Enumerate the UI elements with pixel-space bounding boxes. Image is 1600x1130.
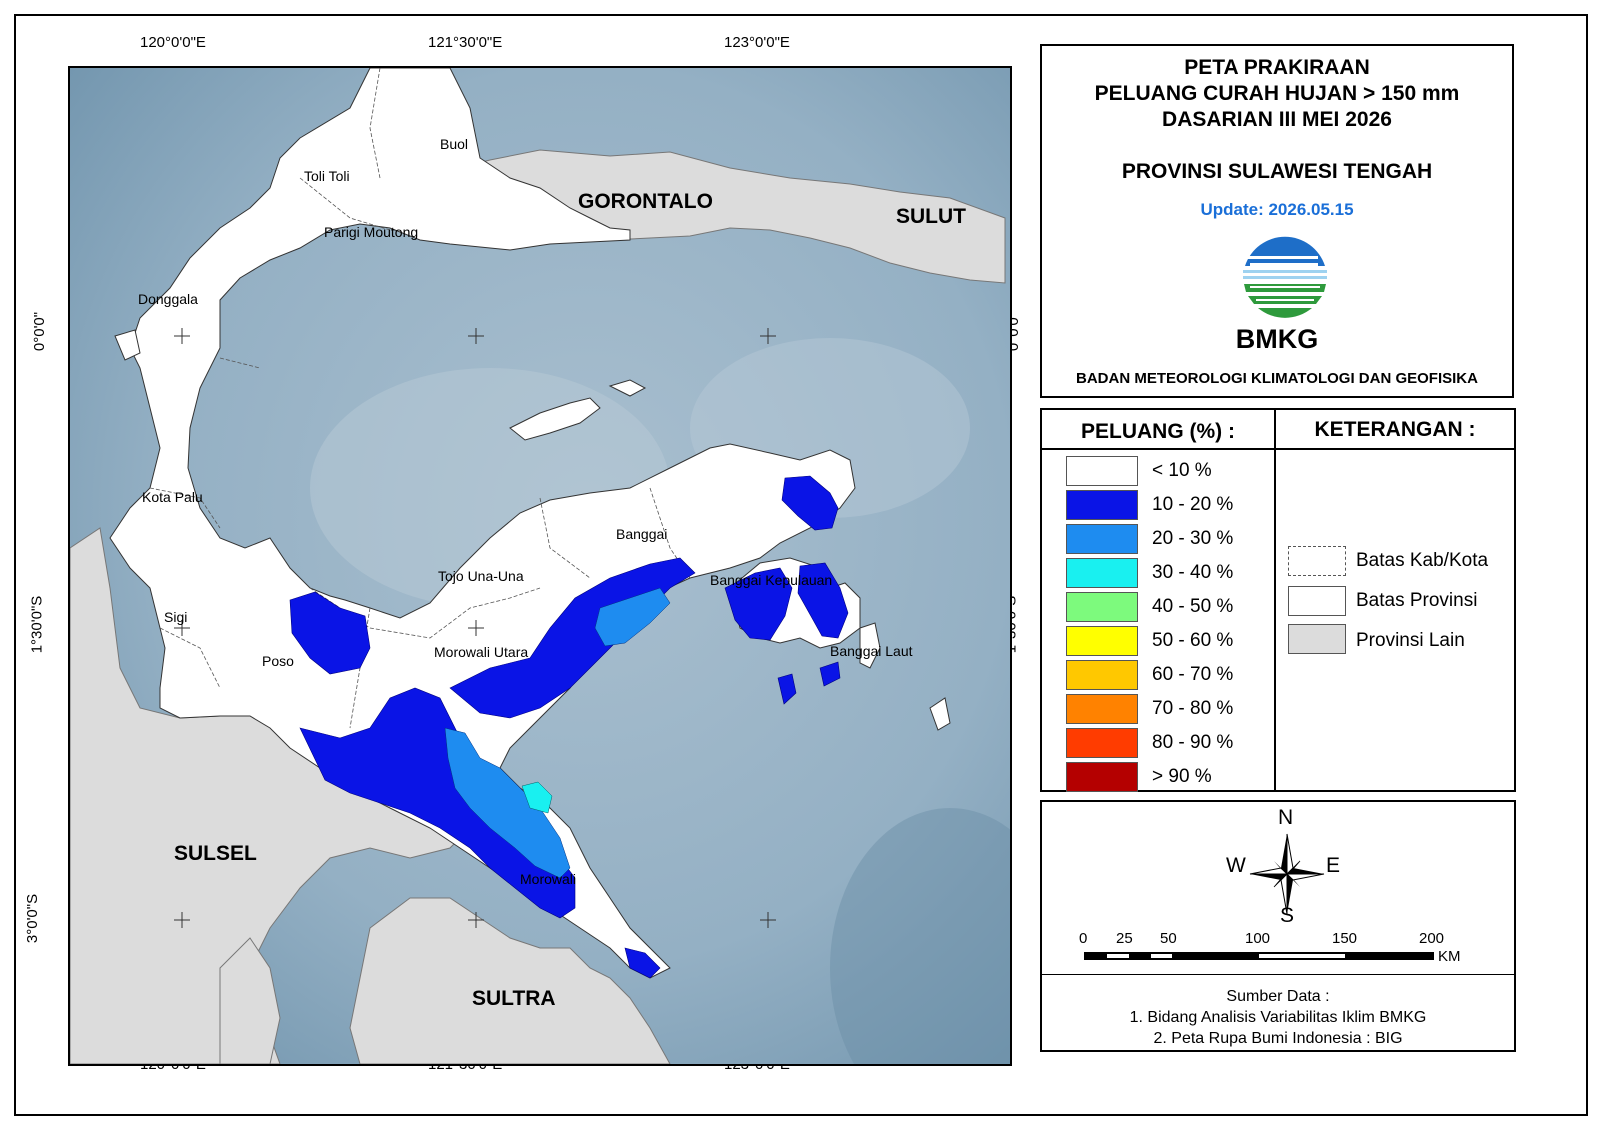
title-line-1: PETA PRAKIRAAN — [1184, 56, 1370, 79]
label-batas-kab: Batas Kab/Kota — [1356, 550, 1489, 571]
legend-swatch — [1066, 660, 1138, 690]
label-morowali-utara: Morowali Utara — [434, 644, 528, 660]
compass-s: S — [1280, 904, 1295, 927]
coord-top-1: 120°0'0"E — [140, 34, 206, 51]
island-small — [929, 697, 951, 731]
label-tojo-una-una: Tojo Una-Una — [438, 568, 524, 584]
province-sulawesi-tengah — [109, 68, 856, 979]
legend-label: 70 - 80 % — [1152, 698, 1234, 719]
legend-swatch — [1066, 728, 1138, 758]
scale-tick-150: 150 — [1332, 930, 1358, 947]
map-panel[interactable]: GORONTALO SULUT SULSEL SULTRA Buol Toli … — [68, 66, 1012, 1066]
coord-left-3: 3°0'0"S — [24, 893, 42, 944]
scale-tick-25: 25 — [1116, 930, 1133, 947]
legend-label: 80 - 90 % — [1152, 732, 1234, 753]
scale-tick-100: 100 — [1245, 930, 1271, 947]
compass-icon — [1249, 833, 1325, 915]
agency-name: BADAN METEOROLOGI KLIMATOLOGI DAN GEOFIS… — [1076, 370, 1478, 387]
label-banggai: Banggai — [616, 526, 667, 542]
label-provinsi-lain: Provinsi Lain — [1356, 630, 1465, 651]
scale-unit: KM — [1438, 948, 1461, 965]
legend-swatch — [1066, 558, 1138, 588]
swatch-batas-provinsi — [1288, 586, 1346, 616]
label-buol: Buol — [440, 136, 468, 152]
legend-swatch — [1066, 762, 1138, 792]
title-box: PETA PRAKIRAAN PELUANG CURAH HUJAN > 150… — [1040, 44, 1514, 398]
sea-shade — [830, 808, 1010, 1064]
label-sulut: SULUT — [896, 205, 966, 228]
legend-label: > 90 % — [1152, 766, 1212, 787]
logo-text: BMKG — [1235, 324, 1319, 354]
source-line-1: 1. Bidang Analisis Variabilitas Iklim BM… — [1129, 1009, 1427, 1026]
source-divider — [1042, 974, 1516, 975]
rain-probability-30-40 — [521, 781, 553, 814]
scale-tick-200: 200 — [1419, 930, 1445, 947]
scale-bar — [1084, 952, 1434, 960]
label-morowali: Morowali — [520, 871, 576, 887]
rain-probability-20-30 — [444, 587, 671, 879]
source-line-2: 2. Peta Rupa Bumi Indonesia : BIG — [1153, 1030, 1403, 1047]
island-togean — [509, 397, 601, 441]
compass-n: N — [1278, 806, 1294, 829]
label-tolitoli: Toli Toli — [304, 168, 350, 184]
sulsel-peninsula-mid — [219, 937, 281, 1064]
legend-swatch — [1066, 626, 1138, 656]
legend-box: PELUANG (%) : KETERANGAN : < 10 % 10 - 20… — [1040, 408, 1516, 792]
graticule-crosses — [174, 328, 776, 928]
swatch-provinsi-lain — [1288, 624, 1346, 654]
label-sigi: Sigi — [164, 609, 187, 625]
scale-tick-0: 0 — [1079, 930, 1088, 947]
swatch-batas-kab — [1288, 546, 1346, 576]
coord-top-3: 123°0'0"E — [724, 34, 790, 51]
label-kota-palu: Kota Palu — [142, 489, 203, 505]
coord-top-2: 121°30'0"E — [428, 34, 503, 51]
label-parigi-moutong: Parigi Moutong — [324, 224, 418, 240]
title-line-3: DASARIAN III MEI 2026 — [1162, 108, 1392, 131]
bmkg-logo-icon — [1243, 236, 1327, 320]
peluang-title: PELUANG (%) : — [1081, 420, 1235, 443]
legend-label: 50 - 60 % — [1152, 630, 1234, 651]
label-gorontalo: GORONTALO — [578, 190, 713, 213]
legend-label: 10 - 20 % — [1152, 494, 1234, 515]
legend-label: < 10 % — [1152, 460, 1212, 481]
coord-left-2: 1°30'0"S — [28, 595, 46, 654]
island-small — [114, 329, 141, 361]
legend-divider — [1274, 410, 1276, 792]
compass-e: E — [1326, 854, 1341, 877]
legend-swatch — [1066, 524, 1138, 554]
keterangan-title: KETERANGAN : — [1314, 418, 1476, 441]
island-small — [608, 379, 647, 397]
map-canvas: GORONTALO SULUT SULSEL SULTRA Buol Toli … — [70, 68, 1010, 1064]
legend-header-rule — [1042, 448, 1514, 450]
label-sultra: SULTRA — [472, 987, 556, 1010]
legend-swatch — [1066, 592, 1138, 622]
legend-label: 60 - 70 % — [1152, 664, 1234, 685]
label-donggala: Donggala — [138, 291, 198, 307]
legend-swatch — [1066, 490, 1138, 520]
legend-label: 30 - 40 % — [1152, 562, 1234, 583]
province-sultra — [349, 897, 671, 1064]
label-banggai-laut: Banggai Laut — [830, 643, 913, 659]
compass-w: W — [1226, 854, 1246, 877]
source-title: Sumber Data : — [1226, 988, 1330, 1005]
label-sulsel: SULSEL — [174, 842, 257, 865]
title-province: PROVINSI SULAWESI TENGAH — [1121, 160, 1433, 183]
title-line-2: PELUANG CURAH HUJAN > 150 mm — [1094, 82, 1460, 105]
compass-scale-box: N S W E 0 25 50 100 150 200 KM Sumber Da… — [1040, 800, 1516, 1052]
island-banggai-laut — [859, 622, 881, 669]
label-poso: Poso — [262, 653, 294, 669]
coord-left-1: 0°0'0" — [31, 311, 49, 352]
update-date: Update: 2026.05.15 — [1200, 200, 1354, 219]
legend-swatch — [1066, 456, 1138, 486]
outer-frame — [14, 14, 1588, 1116]
label-batas-provinsi: Batas Provinsi — [1356, 590, 1478, 611]
scale-tick-50: 50 — [1160, 930, 1177, 947]
legend-label: 40 - 50 % — [1152, 596, 1234, 617]
label-banggai-kepulauan: Banggai Kepulauan — [710, 572, 832, 588]
legend-label: 20 - 30 % — [1152, 528, 1234, 549]
legend-swatch — [1066, 694, 1138, 724]
